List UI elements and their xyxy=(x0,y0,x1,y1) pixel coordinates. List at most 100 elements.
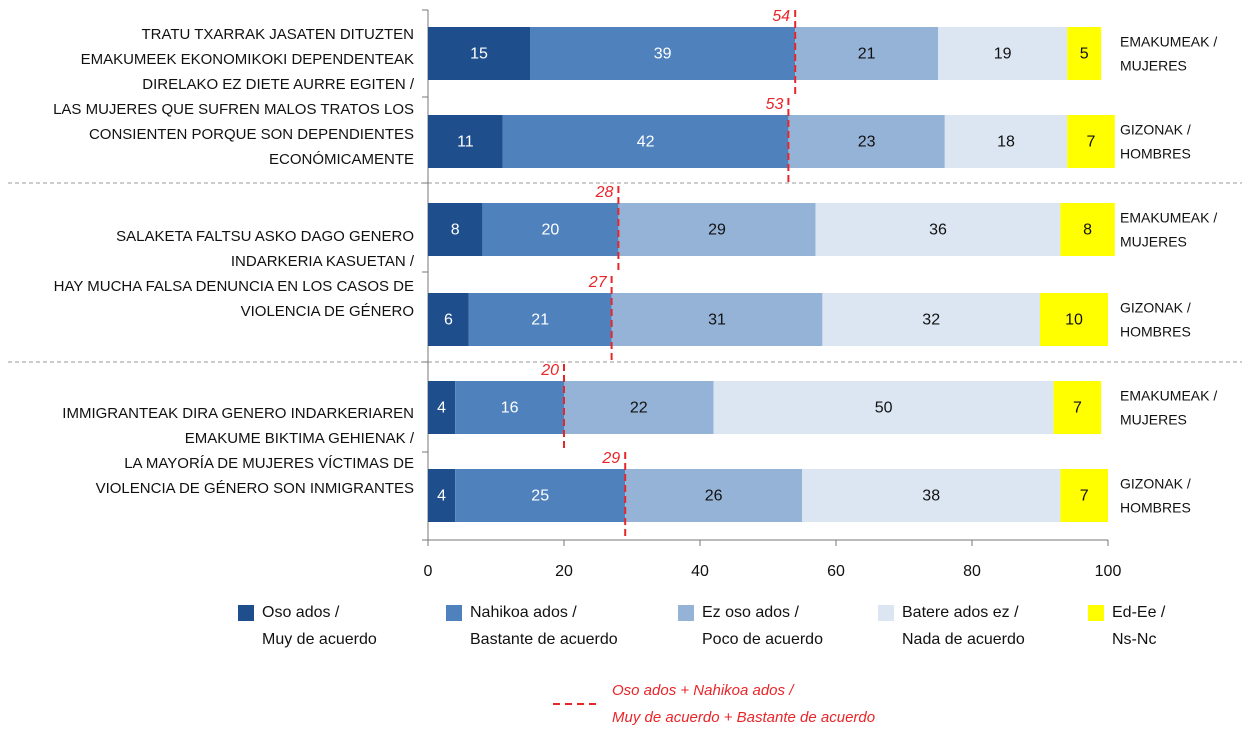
bar-segment xyxy=(1053,381,1102,434)
legend-swatch xyxy=(238,605,254,621)
legend-label: Oso ados / xyxy=(262,604,340,621)
bar-segment xyxy=(428,293,469,346)
data-label: 50 xyxy=(875,400,893,417)
group-label: SALAKETA FALTSU ASKO DAGO GENERO xyxy=(116,228,414,245)
bar-segment xyxy=(1067,27,1102,80)
category-label: HOMBRES xyxy=(1120,324,1191,340)
data-label: 10 xyxy=(1065,312,1083,329)
legend-label: Ed-Ee / xyxy=(1112,604,1166,621)
legend-label: Ns-Nc xyxy=(1112,631,1156,648)
bar-segment xyxy=(428,203,483,256)
bar-segment xyxy=(618,203,816,256)
bar-segment xyxy=(611,293,823,346)
bar-segment xyxy=(795,27,938,80)
data-label: 36 xyxy=(929,222,947,239)
bar-segment xyxy=(944,115,1068,168)
data-label: 20 xyxy=(542,222,560,239)
bar-segment xyxy=(802,469,1061,522)
data-label: 26 xyxy=(705,488,723,505)
bar-segment xyxy=(1060,203,1115,256)
x-tick-label: 40 xyxy=(691,563,709,580)
data-label: 4 xyxy=(437,400,446,417)
bar-segment xyxy=(788,115,945,168)
bar-segment xyxy=(502,115,789,168)
bar-segment xyxy=(1067,115,1115,168)
data-label: 21 xyxy=(531,312,549,329)
category-label: GIZONAK / xyxy=(1120,122,1191,138)
data-label: 7 xyxy=(1073,400,1082,417)
group-label: EMAKUMEEK EKONOMIKOKI DEPENDENTEAK xyxy=(81,51,414,68)
legend-swatch xyxy=(446,605,462,621)
category-label: HOMBRES xyxy=(1120,500,1191,516)
data-label: 21 xyxy=(858,46,876,63)
group-label: TRATU TXARRAK JASATEN DITUZTEN xyxy=(141,26,414,43)
data-label: 38 xyxy=(922,488,940,505)
category-label: MUJERES xyxy=(1120,412,1187,428)
data-label: 25 xyxy=(531,488,549,505)
bar-segment xyxy=(713,381,1054,434)
category-label: MUJERES xyxy=(1120,58,1187,74)
category-label: HOMBRES xyxy=(1120,146,1191,162)
bar-segment xyxy=(815,203,1061,256)
bar-segment xyxy=(1060,469,1108,522)
group-label: VIOLENCIA DE GÉNERO xyxy=(241,303,414,320)
legend-label: Nada de acuerdo xyxy=(902,631,1025,648)
legend-reference-label: Muy de acuerdo + Bastante de acuerdo xyxy=(612,709,875,726)
bar-segment xyxy=(482,203,619,256)
reference-label: 29 xyxy=(601,450,620,467)
category-label: GIZONAK / xyxy=(1120,300,1191,316)
group-label: VIOLENCIA DE GÉNERO SON INMIGRANTES xyxy=(96,480,414,497)
x-tick-label: 100 xyxy=(1095,563,1122,580)
group-label: CONSIENTEN PORQUE SON DEPENDIENTES xyxy=(89,126,414,143)
data-label: 23 xyxy=(858,134,876,151)
data-label: 22 xyxy=(630,400,648,417)
data-label: 15 xyxy=(470,46,488,63)
data-label: 16 xyxy=(501,400,519,417)
reference-label: 20 xyxy=(540,362,559,379)
group-label: LAS MUJERES QUE SUFREN MALOS TRATOS LOS xyxy=(53,101,414,118)
category-label: EMAKUMEAK / xyxy=(1120,388,1217,404)
reference-label: 28 xyxy=(595,184,614,201)
data-label: 18 xyxy=(997,134,1015,151)
x-tick-label: 80 xyxy=(963,563,981,580)
bar-segment xyxy=(455,381,564,434)
category-label: EMAKUMEAK / xyxy=(1120,210,1217,226)
data-label: 7 xyxy=(1087,134,1096,151)
legend-reference-label: Oso ados + Nahikoa ados / xyxy=(612,682,795,699)
x-tick-label: 60 xyxy=(827,563,845,580)
data-label: 5 xyxy=(1080,46,1089,63)
bar-segment xyxy=(455,469,626,522)
group-label: INDARKERIA KASUETAN / xyxy=(231,253,415,270)
bar-segment xyxy=(468,293,612,346)
data-label: 8 xyxy=(451,222,460,239)
data-label: 42 xyxy=(637,134,655,151)
legend-label: Ez oso ados / xyxy=(702,604,800,621)
data-label: 6 xyxy=(444,312,453,329)
legend-swatch xyxy=(1088,605,1104,621)
data-label: 29 xyxy=(708,222,726,239)
data-label: 11 xyxy=(457,134,474,151)
category-label: EMAKUMEAK / xyxy=(1120,34,1217,50)
legend-label: Batere ados ez / xyxy=(902,604,1019,621)
category-label: MUJERES xyxy=(1120,234,1187,250)
legend-label: Bastante de acuerdo xyxy=(470,631,618,648)
group-label: LA MAYORÍA DE MUJERES VÍCTIMAS DE xyxy=(124,455,414,472)
legend-label: Muy de acuerdo xyxy=(262,631,377,648)
data-label: 31 xyxy=(708,312,726,329)
bar-segment xyxy=(428,469,456,522)
x-tick-label: 0 xyxy=(424,563,433,580)
bar-segment xyxy=(625,469,802,522)
data-label: 8 xyxy=(1083,222,1092,239)
group-label: HAY MUCHA FALSA DENUNCIA EN LOS CASOS DE xyxy=(54,278,414,295)
legend-label: Poco de acuerdo xyxy=(702,631,823,648)
category-label: GIZONAK / xyxy=(1120,476,1191,492)
bar-segment xyxy=(1040,293,1108,346)
x-tick-label: 20 xyxy=(555,563,573,580)
bar-segment xyxy=(530,27,796,80)
bar-segment xyxy=(938,27,1068,80)
reference-label: 27 xyxy=(588,274,608,291)
bar-segment xyxy=(428,381,456,434)
data-label: 39 xyxy=(654,46,672,63)
bar-segment xyxy=(428,27,530,80)
